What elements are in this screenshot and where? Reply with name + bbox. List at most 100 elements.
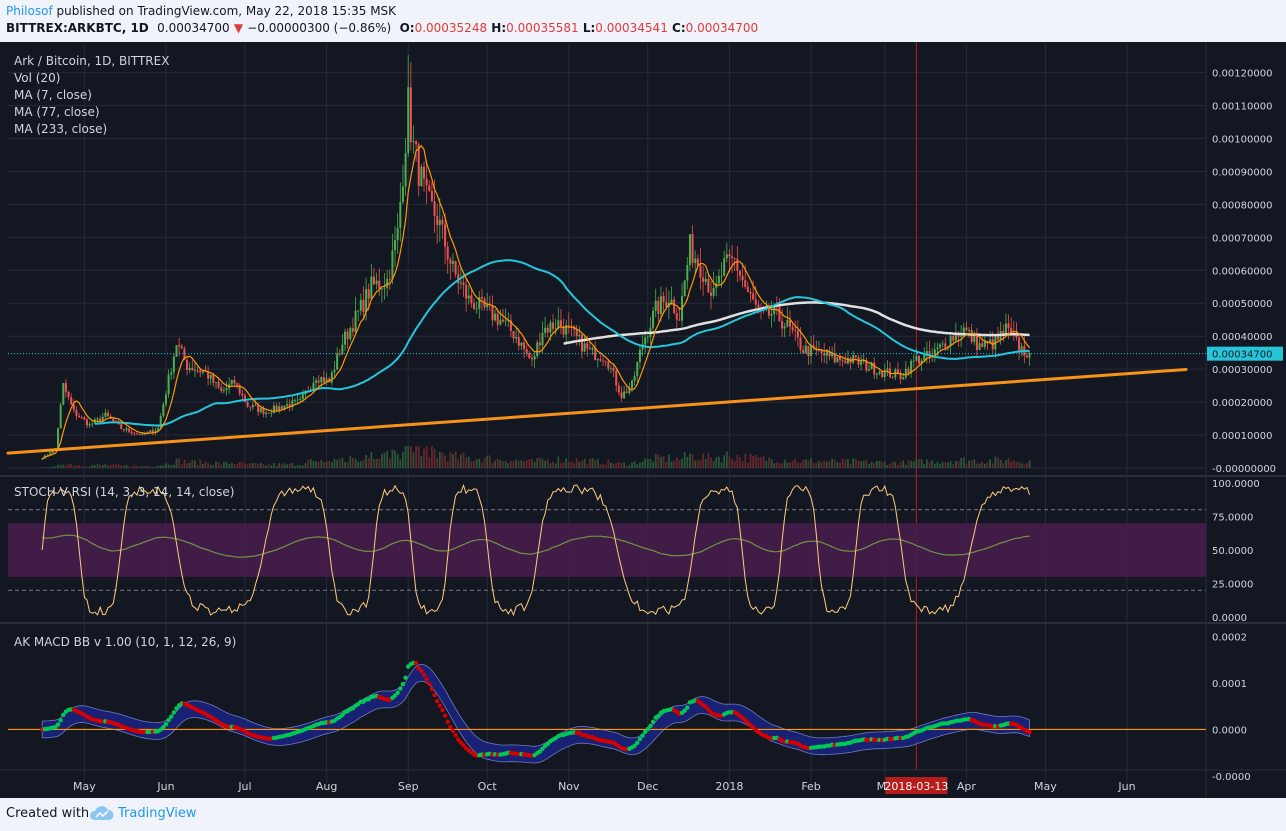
candle-body <box>209 374 212 379</box>
volume-bar <box>183 460 186 468</box>
candle-body <box>220 387 223 391</box>
candle-body <box>989 339 992 343</box>
candle-body <box>459 282 462 284</box>
price-tick-label: 0.00080000 <box>1212 200 1272 211</box>
volume-bar <box>130 466 133 468</box>
volume-bar <box>702 453 705 468</box>
volume-bar <box>172 464 175 468</box>
candle-body <box>907 368 910 374</box>
candle-body <box>670 299 673 303</box>
volume-bar <box>338 458 341 468</box>
chart-canvas[interactable]: 0.00120000 0.00110000 0.00100000 0.00090000… <box>0 42 1286 798</box>
volume-bar <box>41 467 44 468</box>
volume-bar <box>383 452 386 468</box>
candle-body <box>157 428 160 431</box>
volume-bar <box>736 454 739 468</box>
volume-bar <box>720 462 723 468</box>
volume-bar <box>159 465 162 468</box>
volume-bar <box>262 464 265 468</box>
volume-bar <box>754 454 757 468</box>
time-tick-label: Aug <box>316 780 337 793</box>
chart-area[interactable]: 0.00120000 0.00110000 0.00100000 0.00090000… <box>0 42 1286 798</box>
volume-bar <box>746 462 749 468</box>
time-axis[interactable]: May Jun Jul Aug Sep Oct Nov Dec 2018 Feb Ma Apr May J… <box>73 777 1136 794</box>
volume-bar <box>1015 461 1018 468</box>
candle-body <box>380 288 383 290</box>
volume-bar <box>578 461 581 468</box>
volume-bar <box>931 460 934 468</box>
author-name[interactable]: Philosof <box>6 4 53 18</box>
candle-body <box>215 382 218 383</box>
volume-bar <box>120 465 123 468</box>
volume-bar <box>762 455 765 468</box>
volume-bar <box>141 465 144 468</box>
candle-body <box>912 360 915 362</box>
volume-bar <box>683 451 686 468</box>
candle-body <box>120 424 123 430</box>
candle-body <box>567 325 570 327</box>
volume-bar <box>857 460 860 468</box>
candle-body <box>799 337 802 350</box>
candle-body <box>75 409 78 416</box>
volume-bar <box>149 466 152 468</box>
volume-bar <box>57 464 59 468</box>
legend-ma233: MA (233, close) <box>14 122 107 136</box>
volume-bar <box>380 454 383 468</box>
volume-bar <box>660 456 662 468</box>
volume-bar <box>65 465 67 468</box>
price-change: −0.00000300 (−0.86%) <box>247 21 392 35</box>
time-tick-label: Sep <box>398 780 419 793</box>
volume-bar <box>999 459 1002 468</box>
macd-dot <box>685 705 690 710</box>
candle-body <box>557 320 560 329</box>
volume-bar <box>72 465 75 468</box>
volume-bar <box>270 465 273 468</box>
volume-bar <box>312 460 315 468</box>
candle-body <box>867 369 870 371</box>
candle-body <box>249 406 252 408</box>
volume-bar <box>1007 458 1010 468</box>
candle-body <box>217 382 220 388</box>
volume-bar <box>346 462 349 468</box>
tradingview-link[interactable]: TradingView <box>118 806 197 821</box>
candle-body <box>296 399 299 401</box>
legend-vol: Vol (20) <box>14 71 60 85</box>
volume-bar <box>641 461 644 468</box>
volume-bar <box>818 460 820 468</box>
candle-body <box>83 417 86 420</box>
candle-body <box>417 144 420 187</box>
candle-body <box>486 304 489 308</box>
low-value: 0.00034541 <box>595 21 668 35</box>
volume-bar <box>394 450 396 468</box>
volume-bar <box>354 458 357 468</box>
volume-bar <box>275 465 278 468</box>
macd-dot <box>166 717 171 723</box>
volume-bar <box>162 465 165 468</box>
candle-body <box>396 228 399 241</box>
volume-bar <box>317 461 320 468</box>
volume-bar <box>567 462 570 468</box>
macd-dot <box>640 733 645 738</box>
candle-body <box>870 362 873 370</box>
volume-bar <box>865 460 868 468</box>
volume-bar <box>825 461 828 468</box>
volume-bar <box>504 461 507 468</box>
candle-body <box>267 412 270 414</box>
volume-bar <box>831 458 834 468</box>
volume-bar <box>868 464 870 468</box>
price-tick-label: 0.00020000 <box>1212 398 1272 409</box>
macd-dot <box>437 703 443 708</box>
volume-bar <box>223 461 225 468</box>
volume-bar <box>207 463 210 468</box>
volume-bar <box>991 463 994 468</box>
candle-body <box>925 351 928 355</box>
volume-bar <box>875 461 878 468</box>
volume-bar <box>175 458 178 468</box>
candle-body <box>344 331 347 345</box>
volume-bar <box>307 460 310 468</box>
candle-body <box>178 345 181 347</box>
macd-dot <box>174 706 179 711</box>
last-price: 0.00034700 <box>157 21 230 35</box>
volume-bar <box>841 458 844 468</box>
price-axes[interactable]: 0.00120000 0.00110000 0.00100000 0.00090000… <box>8 69 1283 783</box>
